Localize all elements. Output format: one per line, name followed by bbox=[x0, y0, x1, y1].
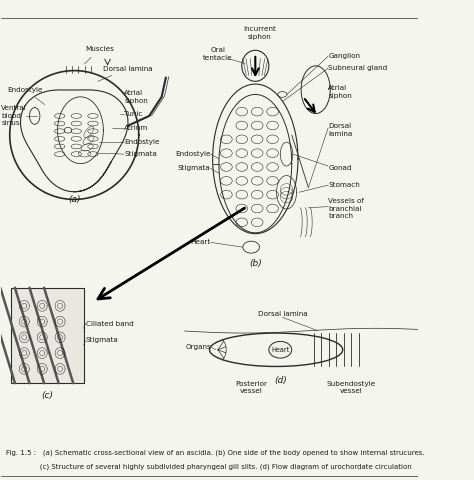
Text: Oral
tentacle: Oral tentacle bbox=[203, 47, 233, 60]
Text: Endostyle: Endostyle bbox=[8, 87, 45, 105]
Text: Gonad: Gonad bbox=[328, 166, 352, 171]
Text: Dorsal lamina: Dorsal lamina bbox=[98, 66, 153, 82]
Text: Tunic: Tunic bbox=[124, 110, 143, 117]
Text: (a): (a) bbox=[68, 195, 81, 204]
Text: Subneural gland: Subneural gland bbox=[328, 65, 387, 71]
Text: (c) Structure of several highly subdivided pharyngeal gill slits. (d) Flow diagr: (c) Structure of several highly subdivid… bbox=[6, 463, 411, 470]
Text: Posterior
vessel: Posterior vessel bbox=[235, 381, 267, 394]
Text: Dorsal
lamina: Dorsal lamina bbox=[328, 123, 352, 137]
Text: Fig. 1.5 :   (a) Schematic cross-sectional view of an ascidia. (b) One side of t: Fig. 1.5 : (a) Schematic cross-sectional… bbox=[6, 449, 424, 456]
Text: Vessels of
branchial
branch: Vessels of branchial branch bbox=[328, 199, 364, 219]
Text: Ventral
blood
sinus: Ventral blood sinus bbox=[1, 106, 27, 126]
Text: Organs: Organs bbox=[186, 344, 211, 350]
Text: (d): (d) bbox=[274, 376, 287, 385]
Text: Atrium: Atrium bbox=[124, 125, 148, 131]
Text: Endostyle: Endostyle bbox=[124, 139, 160, 145]
Text: Atrial
siphon: Atrial siphon bbox=[124, 90, 148, 104]
Text: (b): (b) bbox=[249, 259, 262, 268]
Ellipse shape bbox=[269, 341, 292, 358]
Text: Stomach: Stomach bbox=[328, 182, 360, 188]
Text: Ciliated band: Ciliated band bbox=[86, 321, 134, 326]
Text: Heart: Heart bbox=[271, 347, 290, 353]
Text: Heart: Heart bbox=[191, 240, 210, 245]
Text: (c): (c) bbox=[41, 391, 53, 399]
Text: Ganglion: Ganglion bbox=[328, 53, 360, 59]
Text: Stigmata: Stigmata bbox=[178, 166, 210, 171]
Text: Dorsal lamina: Dorsal lamina bbox=[257, 312, 307, 317]
Text: Incurrent
siphon: Incurrent siphon bbox=[243, 26, 276, 39]
Text: Atrial
siphon: Atrial siphon bbox=[328, 85, 352, 99]
FancyBboxPatch shape bbox=[11, 288, 83, 383]
Text: Muscles: Muscles bbox=[84, 47, 114, 64]
Text: Endostyle: Endostyle bbox=[175, 151, 210, 157]
Text: Stigmata: Stigmata bbox=[124, 151, 157, 157]
Text: Stigmata: Stigmata bbox=[86, 337, 118, 343]
Text: Subendostyle
vessel: Subendostyle vessel bbox=[327, 381, 376, 394]
